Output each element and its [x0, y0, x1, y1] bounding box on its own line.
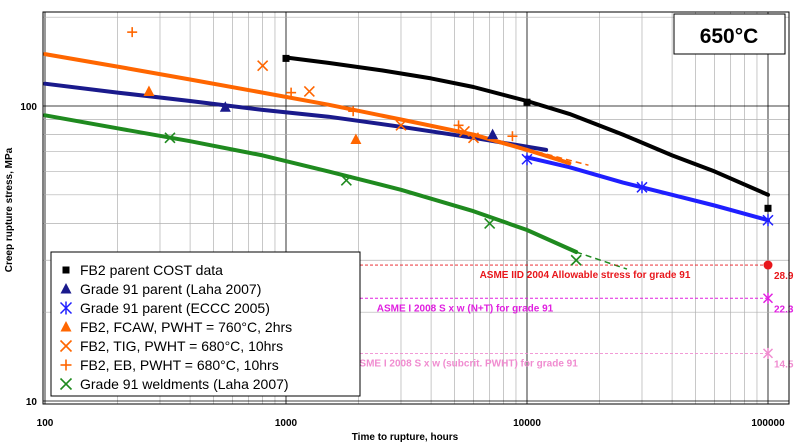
legend-entry: FB2 parent COST data [80, 262, 223, 278]
legend-marker [59, 377, 73, 391]
reference-marker [762, 292, 774, 304]
legend-marker [62, 266, 70, 274]
reference-marker [763, 260, 773, 270]
fit-line [43, 81, 549, 152]
data-point-series-5 [127, 27, 138, 38]
legend-entry: Grade 91 weldments (Laha 2007) [80, 376, 289, 392]
data-point-series-0 [764, 204, 772, 212]
fit-line [525, 155, 770, 223]
data-point-series-4 [257, 60, 269, 72]
y-tick-label: 100 [20, 102, 37, 113]
legend-entry: Grade 91 parent (Laha 2007) [80, 281, 261, 297]
legend: FB2 parent COST data Grade 91 parent (Lah… [50, 251, 361, 397]
fit-line [43, 113, 579, 254]
tick-labels: 100 1000 10000 100000 10 100 [20, 102, 785, 429]
reference-marker [762, 347, 774, 359]
extrapolation-line [575, 251, 628, 270]
fit-line [43, 52, 572, 166]
data-point-series-0 [282, 54, 290, 62]
legend-marker [60, 321, 72, 332]
reference-value-label: 14.5 [774, 359, 794, 370]
data-point-series-5 [507, 131, 518, 142]
fit-lines [43, 52, 770, 270]
reference-line-label: ASME I 2008 S x w (N+T) for grade 91 [377, 303, 554, 314]
data-point-series-4 [467, 132, 480, 144]
x-tick-label: 100000 [751, 418, 785, 429]
reference-line-label: ASME I 2008 S x w (subcrit. PWHT) for gr… [352, 358, 578, 369]
legend-marker [59, 301, 73, 315]
data-point-series-5 [348, 106, 359, 117]
legend-marker [59, 339, 73, 353]
data-point-series-5 [453, 120, 464, 131]
reference-lines: ASME IID 2004 Allowable stress for grade… [352, 260, 794, 370]
y-axis-label: Creep rupture stress, MPa [4, 147, 15, 272]
x-tick-label: 100 [37, 418, 54, 429]
legend-entry: FB2, EB, PWHT = 680°C, 10hrs [80, 357, 279, 373]
data-point-series-6 [164, 132, 176, 144]
reference-line-label: ASME IID 2004 Allowable stress for grade… [480, 270, 691, 281]
reference-value-label: 22.3 [774, 304, 794, 315]
legend-entry: FB2, FCAW, PWHT = 760°C, 2hrs [80, 319, 292, 335]
data-point-series-4 [395, 119, 407, 131]
x-tick-label: 1000 [275, 418, 298, 429]
data-point-series-6 [484, 217, 496, 229]
grid-lines [43, 12, 789, 404]
legend-entry: FB2, TIG, PWHT = 680°C, 10hrs [80, 338, 283, 354]
data-point-series-4 [303, 85, 315, 98]
data-points [127, 27, 774, 266]
temperature-box: 650°C [673, 13, 786, 55]
data-point-series-6 [340, 174, 352, 186]
temperature-label: 650°C [700, 25, 759, 48]
x-axis-label: Time to rupture, hours [352, 432, 459, 443]
x-tick-label: 10000 [513, 418, 541, 429]
data-point-series-0 [523, 98, 531, 106]
data-point-series-6 [570, 254, 582, 266]
reference-value-label: 28.9 [774, 271, 794, 282]
plot-area-border [42, 11, 790, 405]
data-point-series-2 [521, 153, 533, 166]
data-point-series-5 [286, 87, 297, 98]
y-tick-label: 10 [26, 397, 38, 408]
data-point-series-3 [143, 85, 155, 96]
legend-marker [60, 283, 72, 294]
data-point-series-1 [219, 101, 231, 112]
legend-box [50, 251, 361, 397]
data-point-series-3 [350, 133, 362, 144]
data-point-series-2 [762, 214, 774, 227]
extrapolation-line [536, 150, 589, 166]
legend-entry: Grade 91 parent (ECCC 2005) [80, 300, 270, 316]
data-point-series-2 [636, 181, 648, 194]
legend-marker [60, 359, 72, 371]
data-point-series-4 [458, 125, 470, 137]
data-point-series-1 [487, 128, 499, 140]
